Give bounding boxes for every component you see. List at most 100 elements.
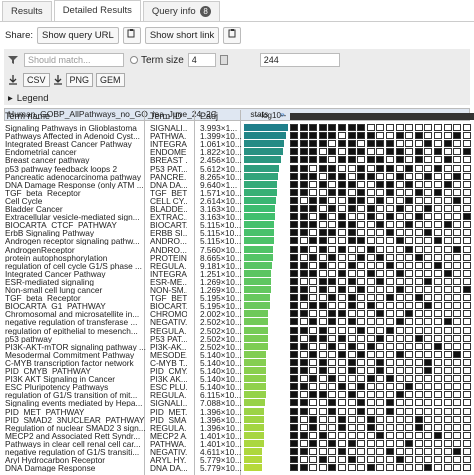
gene-membership-cell[interactable]: [386, 140, 394, 148]
gene-membership-cell[interactable]: [386, 358, 394, 366]
gene-membership-cell[interactable]: [309, 172, 318, 180]
term-size-slider[interactable]: [219, 55, 228, 65]
gene-membership-cell[interactable]: [386, 342, 394, 350]
table-row[interactable]: PID_SMAD2_3NUCLEAR_PATHWAY PID_SMA... 1.39…: [4, 415, 474, 424]
gene-membership-cell[interactable]: [347, 431, 356, 439]
gene-membership-cell[interactable]: [357, 245, 366, 253]
gene-membership-cell[interactable]: [366, 294, 375, 302]
gene-membership-cell[interactable]: [328, 196, 337, 204]
gene-membership-cell[interactable]: [328, 286, 337, 293]
gene-membership-cell[interactable]: [434, 448, 442, 455]
gene-membership-cell[interactable]: [386, 383, 394, 391]
gene-membership-cell[interactable]: [386, 229, 394, 237]
gene-membership-cell[interactable]: [434, 367, 442, 374]
gene-membership-cell[interactable]: [290, 237, 298, 245]
gene-membership-cell[interactable]: [453, 431, 462, 439]
gene-membership-cell[interactable]: [318, 326, 327, 334]
gene-membership-cell[interactable]: [318, 391, 327, 399]
gene-membership-cell[interactable]: [376, 367, 385, 374]
gene-membership-cell[interactable]: [357, 310, 366, 318]
gene-membership-cell[interactable]: [328, 269, 337, 277]
gene-membership-cell[interactable]: [434, 383, 442, 391]
gene-membership-cell[interactable]: [357, 148, 366, 156]
gene-membership-cell[interactable]: [395, 124, 404, 131]
gene-membership-cell[interactable]: [290, 456, 298, 464]
gene-membership-cell[interactable]: [405, 229, 414, 237]
gene-membership-cell[interactable]: [443, 350, 452, 358]
gene-membership-cell[interactable]: [309, 310, 318, 318]
gene-membership-cell[interactable]: [309, 350, 318, 358]
gene-membership-cell[interactable]: [434, 124, 442, 131]
gene-membership-cell[interactable]: [434, 172, 442, 180]
gene-membership-cell[interactable]: [443, 132, 452, 140]
gene-membership-cell[interactable]: [357, 253, 366, 261]
gene-membership-cell[interactable]: [328, 253, 337, 261]
gene-membership-cell[interactable]: [338, 464, 346, 472]
gene-membership-cell[interactable]: [424, 310, 433, 318]
gene-membership-cell[interactable]: [462, 383, 471, 391]
gene-membership-cell[interactable]: [414, 326, 423, 334]
gene-membership-cell[interactable]: [338, 180, 346, 188]
gene-membership-cell[interactable]: [376, 180, 385, 188]
gene-membership-cell[interactable]: [328, 188, 337, 196]
gene-membership-cell[interactable]: [443, 294, 452, 302]
gene-membership-cell[interactable]: [462, 172, 471, 180]
gene-membership-cell[interactable]: [318, 342, 327, 350]
gene-membership-cell[interactable]: [414, 334, 423, 342]
gene-membership-cell[interactable]: [309, 269, 318, 277]
gene-membership-cell[interactable]: [434, 326, 442, 334]
gene-membership-cell[interactable]: [290, 286, 298, 293]
gene-membership-cell[interactable]: [318, 188, 327, 196]
gene-membership-cell[interactable]: [434, 399, 442, 407]
gene-membership-cell[interactable]: [290, 188, 298, 196]
gene-membership-cell[interactable]: [434, 286, 442, 293]
gene-membership-cell[interactable]: [395, 415, 404, 423]
gene-membership-cell[interactable]: [424, 302, 433, 310]
gene-membership-cell[interactable]: [357, 350, 366, 358]
gene-membership-cell[interactable]: [376, 294, 385, 302]
gene-membership-cell[interactable]: [386, 269, 394, 277]
expand-icon[interactable]: »: [280, 109, 285, 119]
gene-membership-cell[interactable]: [376, 286, 385, 293]
gene-membership-cell[interactable]: [376, 456, 385, 464]
gene-membership-cell[interactable]: [366, 286, 375, 293]
gene-membership-cell[interactable]: [366, 261, 375, 269]
gene-membership-cell[interactable]: [434, 229, 442, 237]
gene-membership-cell[interactable]: [328, 261, 337, 269]
gene-membership-cell[interactable]: [443, 391, 452, 399]
gene-membership-cell[interactable]: [443, 286, 452, 293]
gene-membership-cell[interactable]: [443, 310, 452, 318]
gene-membership-cell[interactable]: [309, 132, 318, 140]
gene-membership-cell[interactable]: [299, 124, 308, 131]
gene-membership-cell[interactable]: [309, 253, 318, 261]
gene-membership-cell[interactable]: [290, 391, 298, 399]
table-row[interactable]: BIOCARTA_CTCF_PATHWAY BIOCART... 5.115×10.…: [4, 221, 474, 229]
gene-membership-cell[interactable]: [347, 334, 356, 342]
gene-membership-cell[interactable]: [462, 318, 471, 326]
gene-membership-cell[interactable]: [347, 342, 356, 350]
gene-membership-cell[interactable]: [414, 464, 423, 472]
gene-membership-cell[interactable]: [424, 294, 433, 302]
gene-membership-cell[interactable]: [318, 423, 327, 431]
gene-membership-cell[interactable]: [386, 350, 394, 358]
gene-membership-cell[interactable]: [424, 124, 433, 131]
gene-membership-cell[interactable]: [357, 358, 366, 366]
gene-membership-cell[interactable]: [434, 253, 442, 261]
table-row[interactable]: DNA Damage Response (only ATM ... DNA DA.…: [4, 180, 474, 189]
gene-membership-cell[interactable]: [347, 172, 356, 180]
gene-membership-cell[interactable]: [395, 277, 404, 285]
gene-membership-cell[interactable]: [405, 180, 414, 188]
gene-membership-cell[interactable]: [434, 318, 442, 326]
gene-membership-cell[interactable]: [453, 391, 462, 399]
gene-membership-cell[interactable]: [386, 261, 394, 269]
gene-membership-cell[interactable]: [299, 342, 308, 350]
gene-membership-cell[interactable]: [424, 464, 433, 472]
gene-membership-cell[interactable]: [405, 261, 414, 269]
gene-membership-cell[interactable]: [443, 448, 452, 455]
gene-membership-cell[interactable]: [424, 334, 433, 342]
table-row[interactable]: negative regulation of transferase ... NE…: [4, 318, 474, 326]
gene-membership-cell[interactable]: [290, 148, 298, 156]
gene-membership-cell[interactable]: [338, 326, 346, 334]
gene-membership-cell[interactable]: [290, 367, 298, 374]
gene-membership-cell[interactable]: [462, 277, 471, 285]
